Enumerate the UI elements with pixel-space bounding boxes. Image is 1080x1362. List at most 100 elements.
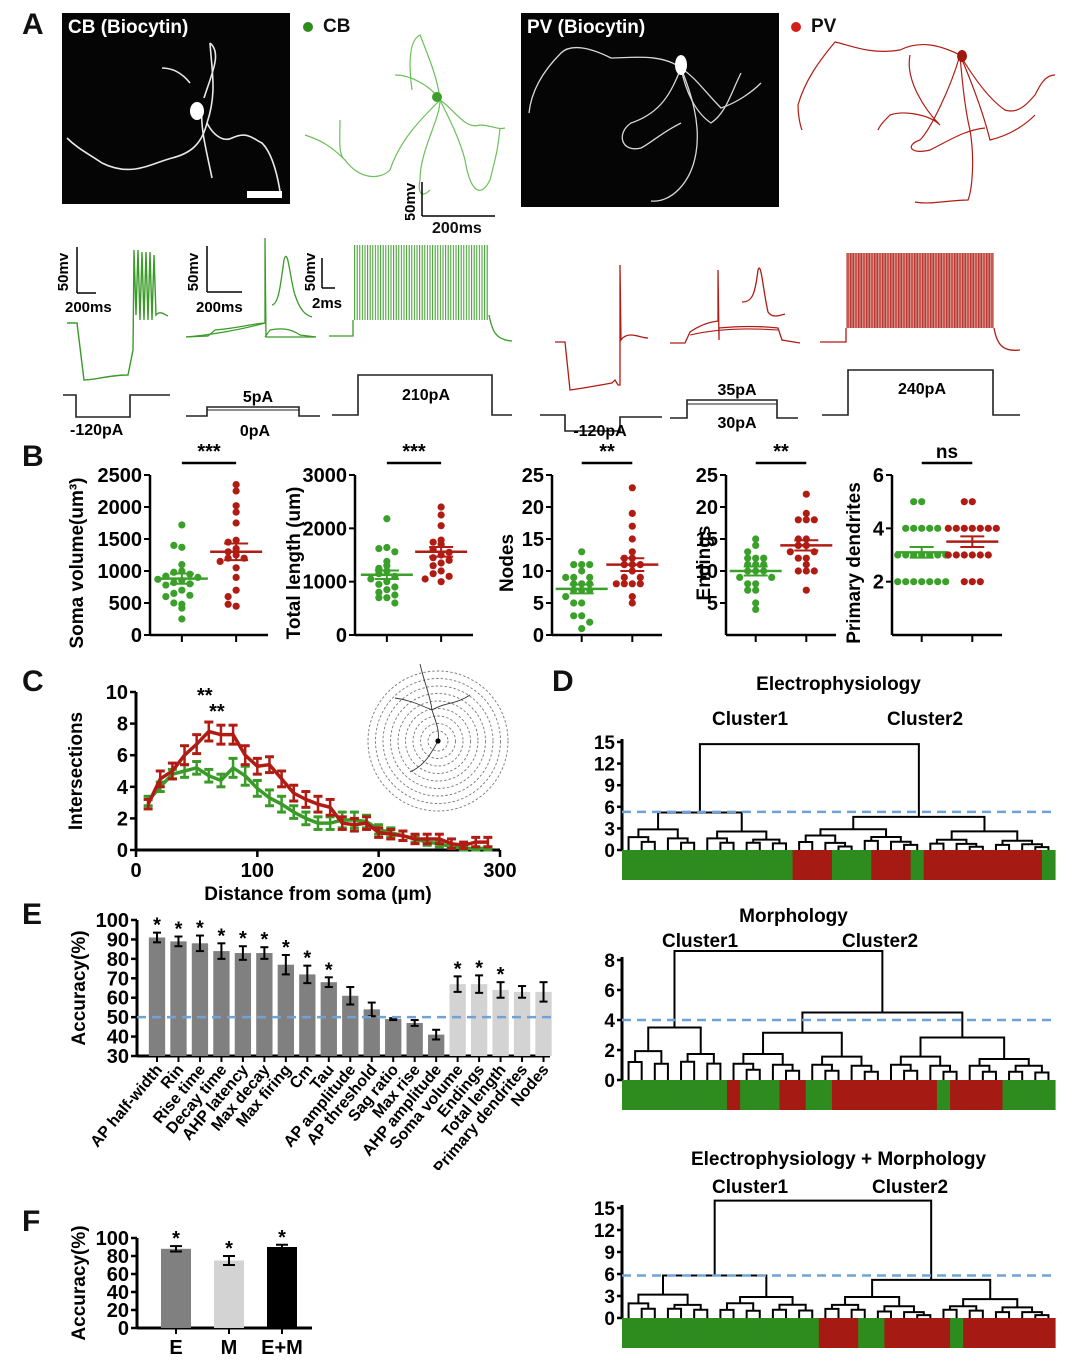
data-point — [752, 554, 760, 562]
sholl-ring — [412, 715, 464, 767]
accuracy-bar — [277, 964, 295, 1056]
cluster-strip-cell — [1002, 1318, 1017, 1348]
data-point — [744, 548, 752, 556]
cluster-strip-cell — [792, 1318, 807, 1348]
dendrogram-link — [742, 1053, 784, 1065]
y-tick-label: 70 — [107, 968, 129, 990]
significance-star: * — [175, 919, 183, 941]
data-point — [960, 551, 968, 559]
data-point — [437, 511, 445, 519]
y-tick-label: 0 — [131, 625, 142, 647]
y-axis-label: Primary dendrites — [844, 482, 865, 644]
y-tick-label: 0 — [533, 625, 544, 647]
data-point — [628, 593, 636, 601]
cluster-strip-cell — [674, 850, 689, 880]
cluster-strip-cell — [740, 850, 754, 880]
data-point — [612, 580, 620, 588]
scatter-plot-5: 2 4 6 Primary dendrites ns — [844, 442, 1002, 644]
y-tick-label: 2 — [873, 572, 884, 594]
cluster-strip-cell — [661, 1318, 676, 1348]
data-point — [578, 548, 586, 556]
data-point — [976, 578, 984, 586]
data-point — [952, 551, 960, 559]
data-point — [437, 567, 445, 575]
x-tick-label: 200 — [362, 860, 395, 882]
y-tick-label: 15 — [594, 733, 616, 754]
data-point — [918, 524, 926, 532]
data-point — [445, 556, 453, 564]
y-tick-label: 0 — [604, 841, 615, 862]
y-tick-label: 2000 — [303, 518, 348, 540]
cluster-strip-cell — [700, 850, 715, 880]
cluster-strip-cell — [831, 1080, 846, 1110]
data-point — [216, 557, 224, 565]
y-tick-label: 90 — [107, 929, 129, 951]
data-point — [578, 567, 586, 575]
cluster-strip-cell — [936, 1080, 951, 1110]
cb2-scale-t: 200ms — [196, 299, 243, 316]
cluster-strip-cell — [1028, 850, 1043, 880]
cluster-strip-cell — [648, 1080, 662, 1110]
dendrogram-title: Electrophysiology + Morphology — [691, 1149, 986, 1170]
data-point — [232, 481, 240, 489]
dendrogram-link — [680, 841, 696, 850]
cluster-strip-cell — [1002, 1080, 1017, 1110]
x-tick-label: E — [169, 1337, 182, 1359]
dendrogram-link — [798, 841, 814, 850]
significance-annotation: ** — [197, 685, 213, 707]
data-point — [224, 600, 232, 608]
cluster-strip-cell — [753, 1080, 767, 1110]
dendrogram-link — [627, 836, 650, 850]
data-point — [170, 589, 178, 597]
accuracy-bar — [148, 937, 166, 1056]
cluster-strip-cell — [700, 1080, 715, 1110]
cb-trace-hyperpolarize: 50mv 200ms -120pA — [55, 247, 170, 439]
dendrogram-link — [706, 837, 728, 850]
data-point — [628, 484, 636, 492]
data-point — [752, 586, 760, 594]
cluster-strip-cell — [845, 850, 859, 880]
pv-trace-threshold: 35pA 30pA — [670, 267, 801, 432]
data-point — [802, 561, 810, 569]
cluster2-label: Cluster2 — [887, 709, 963, 730]
cluster-strip-cell — [950, 1318, 964, 1348]
pv-image-label: PV (Biocytin) — [527, 17, 646, 38]
y-axis-label: Nodes — [497, 534, 518, 592]
cluster-strip-cell — [976, 1318, 990, 1348]
data-point — [902, 524, 910, 532]
data-point — [752, 599, 760, 607]
dendrogram-link — [637, 828, 679, 839]
cluster-strip-cell — [753, 1318, 767, 1348]
accuracy-bar — [449, 984, 466, 1056]
cluster-strip-cell — [897, 1318, 912, 1348]
data-point — [760, 554, 768, 562]
data-point — [794, 516, 802, 524]
dendrogram-link — [745, 1068, 761, 1080]
data-point — [586, 573, 594, 581]
cb1-current: -120pA — [70, 422, 124, 439]
dendrogram-link — [978, 1057, 1030, 1066]
accuracy-bar — [513, 991, 531, 1056]
y-tick-label: 40 — [107, 1282, 129, 1304]
y-tick-label: 5 — [707, 593, 718, 615]
dendrogram-link — [863, 1070, 879, 1080]
data-point — [383, 562, 391, 570]
dendrogram-link — [981, 1070, 997, 1080]
data-point — [375, 545, 383, 553]
cluster-strip-cell — [989, 1080, 1004, 1110]
dendrogram-3: Electrophysiology + Morphology Cluster1 Cl… — [594, 1149, 1056, 1348]
dendrogram-link — [1034, 1314, 1050, 1318]
data-point — [162, 593, 170, 601]
accuracy-bar — [170, 941, 187, 1056]
data-point — [894, 578, 902, 586]
dendrogram-link — [1008, 1070, 1024, 1080]
cluster-strip-cell — [910, 1318, 925, 1348]
significance-star: * — [325, 959, 333, 981]
cluster-strip-cell — [805, 1318, 820, 1348]
data-point — [752, 535, 760, 543]
pv-biocytin-image: PV (Biocytin) — [521, 13, 779, 207]
dendrogram-link — [745, 841, 761, 850]
cluster-strip-cell — [700, 1318, 715, 1348]
data-point — [802, 586, 810, 594]
dendrogram-link — [680, 1060, 696, 1080]
